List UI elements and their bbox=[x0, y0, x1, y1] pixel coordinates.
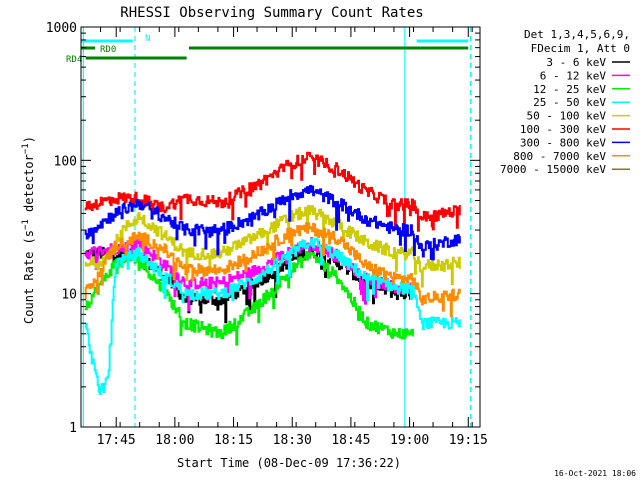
legend-header-line1: Det 1,3,4,5,6,9, bbox=[524, 28, 630, 41]
plot-background bbox=[81, 27, 480, 427]
x-tick-label-0: 17:45 bbox=[97, 433, 136, 448]
legend-label-0: 3 - 6 keV bbox=[546, 56, 606, 69]
legend-label-6: 300 - 800 keV bbox=[520, 136, 606, 149]
legend: Det 1,3,4,5,6,9, FDecim 1, Att 0 3 - 6 k… bbox=[500, 28, 630, 176]
flag-rd0-label: RD0 bbox=[100, 45, 116, 55]
timestamp: 16-Oct-2021 18:06 bbox=[554, 469, 636, 478]
x-tick-label-4: 18:45 bbox=[331, 433, 370, 448]
series-5-line bbox=[84, 151, 461, 232]
y-tick-label-1: 10 bbox=[61, 288, 77, 303]
x-tick-label-5: 19:00 bbox=[390, 433, 429, 448]
flag-bars: N RD0 RD4 bbox=[66, 34, 469, 65]
chart-title: RHESSI Observing Summary Count Rates bbox=[120, 5, 423, 21]
legend-label-7: 800 - 7000 keV bbox=[513, 150, 606, 163]
x-tick-label-3: 18:30 bbox=[273, 433, 312, 448]
series-3-line bbox=[84, 237, 461, 396]
series-6-line bbox=[84, 184, 461, 261]
legend-label-1: 6 - 12 keV bbox=[540, 69, 607, 82]
x-tick-label-2: 18:15 bbox=[214, 433, 253, 448]
plot-area bbox=[81, 27, 480, 427]
plot-frame bbox=[80, 26, 481, 428]
legend-label-4: 50 - 100 keV bbox=[527, 110, 607, 123]
series-4-line bbox=[84, 205, 461, 288]
legend-label-3: 25 - 50 keV bbox=[533, 96, 606, 109]
x-axis-label: Start Time (08-Dec-09 17:36:22) bbox=[177, 456, 401, 470]
y-axis-label: Count Rate (s−1 detector−1) bbox=[21, 136, 36, 324]
x-tick-label-1: 18:00 bbox=[155, 433, 194, 448]
y-tick-label-0: 1 bbox=[69, 421, 77, 436]
legend-header-line2: FDecim 1, Att 0 bbox=[531, 42, 630, 55]
plot-border bbox=[80, 26, 481, 428]
y-tick-label-3: 1000 bbox=[46, 21, 77, 36]
legend-label-2: 12 - 25 keV bbox=[533, 83, 606, 96]
axes: 1 10 100 1000 17:45 18:00 18:15 18:30 18:45 19:00… bbox=[46, 21, 488, 448]
legend-label-8: 7000 - 15000 keV bbox=[500, 163, 606, 176]
x-tick-label-6: 19:15 bbox=[449, 433, 488, 448]
series-7-line bbox=[84, 222, 461, 318]
flag-rd4-label: RD4 bbox=[66, 55, 82, 65]
y-tick-label-2: 100 bbox=[54, 154, 77, 169]
legend-label-5: 100 - 300 keV bbox=[520, 123, 606, 136]
series-2-line bbox=[84, 251, 414, 346]
series-lines bbox=[84, 151, 461, 396]
flag-n-label: N bbox=[145, 34, 150, 44]
